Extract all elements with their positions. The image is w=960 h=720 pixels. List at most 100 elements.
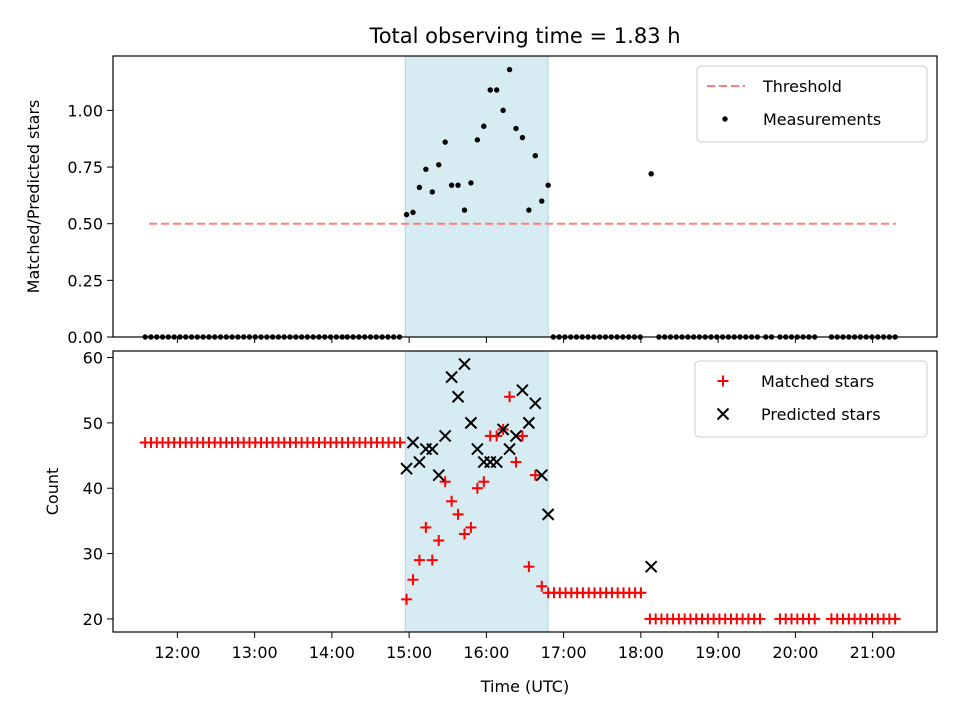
data-point xyxy=(541,508,555,521)
data-point-b xyxy=(432,468,445,482)
data-point xyxy=(754,613,766,625)
x-tick-label: 13:00 xyxy=(232,643,278,662)
data-point xyxy=(532,153,538,159)
data-point xyxy=(436,162,442,168)
data-point xyxy=(461,207,468,213)
legend-predicted-swatch xyxy=(716,407,730,421)
legend-entry-label: Measurements xyxy=(763,110,881,129)
data-point xyxy=(536,580,548,592)
data-point xyxy=(413,554,425,566)
data-point xyxy=(529,469,541,481)
data-point xyxy=(439,476,451,488)
y-tick-label: 1.00 xyxy=(67,101,103,120)
data-point xyxy=(506,66,513,73)
bottom-panel: 20 30 40 50 60 12:00 13:00 14:00 15:00 16:00 17:00… xyxy=(43,349,938,696)
data-point xyxy=(500,107,506,114)
data-point xyxy=(468,180,474,186)
data-point xyxy=(445,370,458,384)
data-point xyxy=(496,423,510,436)
data-point xyxy=(535,468,548,482)
data-point xyxy=(493,87,500,93)
y-tick-label: 30 xyxy=(83,545,103,564)
data-point-b xyxy=(535,468,548,482)
data-point xyxy=(465,521,477,533)
data-point xyxy=(410,209,416,216)
data-point-b xyxy=(464,416,478,430)
data-point xyxy=(513,125,519,132)
data-point xyxy=(487,87,493,93)
data-point xyxy=(523,561,535,573)
legend-measurements-swatch xyxy=(722,116,728,122)
y-tick-label: 20 xyxy=(83,610,103,629)
data-point xyxy=(448,182,455,188)
data-point xyxy=(516,384,529,397)
data-point-b xyxy=(413,455,426,469)
x-tick-label: 18:00 xyxy=(618,643,664,662)
axes-frame xyxy=(112,55,938,338)
data-point xyxy=(426,554,438,566)
data-point xyxy=(474,137,481,143)
data-point-b xyxy=(471,442,484,456)
data-point xyxy=(529,397,542,410)
data-point xyxy=(522,416,536,430)
data-point xyxy=(426,442,439,456)
x-tick-label: 20:00 xyxy=(772,643,818,662)
data-point xyxy=(446,495,458,507)
data-point xyxy=(471,442,484,456)
data-point xyxy=(458,357,471,371)
data-point xyxy=(403,211,410,218)
data-point-b xyxy=(644,560,658,573)
data-point xyxy=(545,182,551,188)
y-axis-label: Count xyxy=(43,468,62,516)
highlight-span xyxy=(404,55,549,338)
axes-frame xyxy=(112,350,938,633)
data-point-b xyxy=(438,429,452,443)
data-point-b xyxy=(516,384,529,397)
x-tick-label: 12:00 xyxy=(154,643,200,662)
data-point xyxy=(438,429,452,443)
data-point-b xyxy=(503,442,516,456)
data-point xyxy=(406,436,420,449)
data-point xyxy=(407,574,419,586)
data-point xyxy=(503,442,516,456)
data-point xyxy=(648,171,654,177)
data-point xyxy=(429,189,435,195)
series-matched-stars xyxy=(139,391,901,625)
data-point-b xyxy=(426,442,439,456)
data-point-b xyxy=(541,508,555,521)
top-panel: 0.00 0.25 0.50 0.75 1.00 Matched/Predicted st… xyxy=(24,55,938,347)
data-point xyxy=(452,508,464,520)
legend-entry-label: Predicted stars xyxy=(761,405,881,424)
legend: Matched stars Predicted stars xyxy=(694,360,928,438)
y-tick-label: 0.00 xyxy=(67,328,103,347)
data-point xyxy=(490,455,503,469)
data-point xyxy=(644,560,658,573)
data-point xyxy=(889,613,901,625)
y-tick-label: 0.25 xyxy=(67,271,103,290)
data-point xyxy=(433,535,445,547)
data-point xyxy=(413,455,426,469)
legend-entry-label: Matched stars xyxy=(761,372,874,391)
data-point-b xyxy=(451,390,465,403)
legend-entry-label: Threshold xyxy=(762,77,842,96)
legend-frame xyxy=(694,360,928,438)
data-point-b xyxy=(490,455,503,469)
y-tick-label: 0.50 xyxy=(67,215,103,234)
data-point xyxy=(635,587,647,599)
data-point xyxy=(471,482,483,494)
data-point xyxy=(481,123,487,129)
data-point xyxy=(432,468,445,482)
data-point xyxy=(516,430,528,442)
data-point xyxy=(491,430,503,442)
data-point xyxy=(416,184,423,191)
data-point xyxy=(464,416,478,430)
y-tick-label: 40 xyxy=(83,479,103,498)
data-point xyxy=(510,456,522,468)
legend-matched-swatch xyxy=(717,375,729,387)
y-tick-label: 50 xyxy=(83,414,103,433)
legend: Threshold Measurements xyxy=(696,65,928,143)
y-tick-label: 0.75 xyxy=(67,158,103,177)
data-point-b xyxy=(458,357,471,371)
x-tick-label: 15:00 xyxy=(386,643,432,662)
